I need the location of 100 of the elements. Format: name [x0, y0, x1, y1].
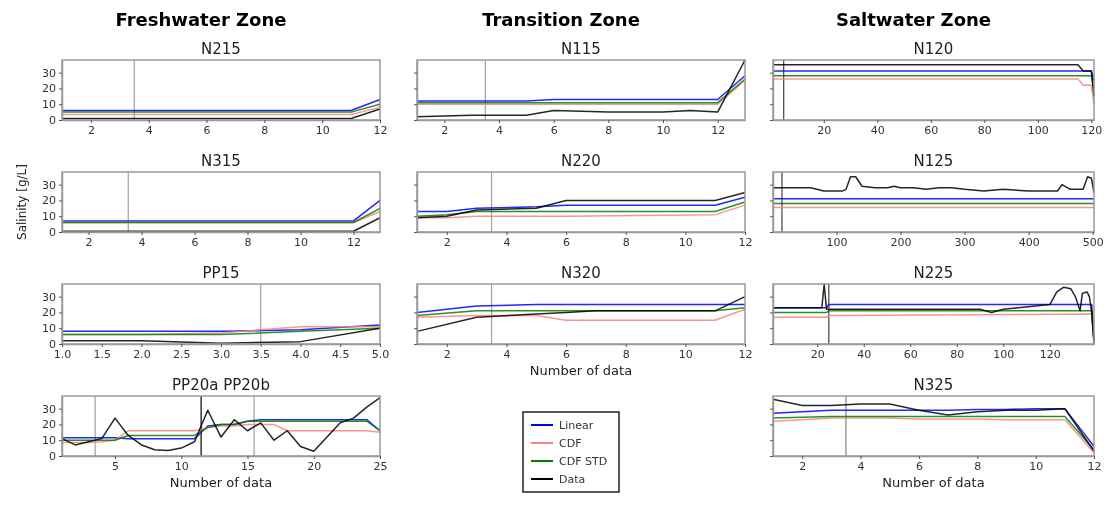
legend-label: CDF STD [559, 455, 608, 468]
x-tick-label: 8 [974, 459, 982, 473]
x-tick-label: 25 [373, 459, 388, 473]
y-tick-label: 20 [42, 306, 56, 320]
y-tick-label: 20 [42, 194, 56, 208]
chart-title: N125 [913, 152, 954, 170]
x-tick-label: 10 [678, 347, 693, 361]
text: Saltwater Zone [835, 9, 992, 30]
x-tick-label: 12 [711, 123, 726, 137]
chart-title: N320 [561, 264, 601, 282]
x-tick-label: 12 [738, 347, 753, 361]
x-tick-label: 3.5 [252, 347, 270, 361]
legend-label: Linear [559, 419, 594, 432]
x-tick-label: 120 [1081, 123, 1103, 137]
x-tick-label: 20 [810, 347, 825, 361]
x-tick-label: 2 [87, 123, 95, 137]
x-tick-label: 6 [563, 347, 571, 361]
y-tick-label: 30 [42, 178, 56, 192]
y-tick-label: 10 [42, 98, 56, 112]
x-tick-label: 10 [294, 235, 308, 249]
x-tick-label: 3.0 [212, 347, 231, 361]
x-tick-label: 6 [191, 235, 199, 249]
x-tick-label: 8 [605, 123, 613, 137]
x-axis-title: Number of data [169, 475, 273, 490]
y-tick-label: 30 [42, 66, 56, 80]
x-tick-label: 120 [1039, 347, 1061, 361]
x-tick-label: 2 [441, 123, 449, 137]
x-tick-label: 12 [1087, 459, 1102, 473]
chart-title: N220 [561, 152, 601, 170]
x-tick-label: 5.0 [371, 347, 390, 361]
x-tick-label: 2 [443, 347, 451, 361]
x-tick-label: 5 [112, 459, 119, 473]
x-tick-label: 8 [622, 347, 630, 361]
y-tick-label: 0 [49, 114, 56, 128]
legend-label: Data [559, 473, 586, 486]
x-tick-label: 10 [315, 123, 330, 137]
x-tick-label: 20 [307, 459, 322, 473]
x-tick-label: 1.0 [53, 347, 72, 361]
x-tick-label: 2 [443, 235, 451, 249]
x-tick-label: 500 [1082, 235, 1104, 249]
chart-title: N120 [913, 40, 954, 58]
y-tick-label: 20 [42, 418, 56, 432]
x-tick-label: 60 [903, 347, 918, 361]
x-tick-label: 2 [799, 459, 807, 473]
x-tick-label: 40 [857, 347, 872, 361]
x-tick-label: 12 [347, 235, 361, 249]
x-tick-label: 100 [826, 235, 848, 249]
x-tick-label: 80 [977, 123, 992, 137]
x-tick-label: 4 [496, 123, 503, 137]
y-tick-label: 10 [42, 322, 56, 336]
x-tick-label: 8 [261, 123, 269, 137]
chart-title: PP20a PP20b [172, 376, 270, 394]
x-tick-label: 4.5 [332, 347, 350, 361]
x-tick-label: 10 [678, 235, 693, 249]
x-tick-label: 4 [503, 347, 511, 361]
x-tick-label: 4 [503, 235, 511, 249]
x-tick-label: 10 [174, 459, 189, 473]
text: Transition Zone [482, 9, 640, 30]
x-tick-label: 12 [373, 123, 388, 137]
x-tick-label: 15 [241, 459, 255, 473]
x-tick-label: 4 [145, 123, 153, 137]
x-tick-label: 8 [244, 235, 252, 249]
x-tick-label: 60 [924, 123, 939, 137]
x-tick-label: 2.0 [133, 347, 151, 361]
x-tick-label: 10 [656, 123, 671, 137]
x-tick-label: 6 [203, 123, 211, 137]
x-tick-label: 300 [954, 235, 976, 249]
x-tick-label: 100 [1027, 123, 1049, 137]
chart-title: N215 [201, 40, 241, 58]
x-tick-label: 12 [738, 235, 753, 249]
legend-label: CDF [559, 437, 582, 450]
x-tick-label: 40 [870, 123, 885, 137]
x-tick-label: 100 [993, 347, 1015, 361]
x-tick-label: 2.5 [173, 347, 191, 361]
x-tick-label: 80 [950, 347, 965, 361]
chart-title: PP15 [202, 264, 240, 282]
y-tick-label: 30 [42, 402, 56, 416]
x-tick-label: 200 [890, 235, 912, 249]
x-tick-label: 8 [622, 235, 630, 249]
x-tick-label: 20 [817, 123, 832, 137]
y-tick-label: 0 [49, 450, 56, 464]
x-tick-label: 2 [85, 235, 93, 249]
x-tick-label: 4.0 [292, 347, 310, 361]
y-tick-label: 0 [49, 338, 56, 352]
x-tick-label: 6 [550, 123, 558, 137]
chart-title: N225 [913, 264, 954, 282]
y-tick-label: 20 [42, 82, 56, 96]
chart-title: N315 [201, 152, 241, 170]
x-tick-label: 4 [138, 235, 146, 249]
x-tick-label: 6 [563, 235, 571, 249]
y-tick-label: 10 [42, 434, 56, 448]
y-tick-label: 0 [49, 226, 56, 240]
x-tick-label: 1.5 [93, 347, 111, 361]
x-tick-label: 4 [857, 459, 865, 473]
x-tick-label: 400 [1018, 235, 1040, 249]
chart-title: N115 [561, 40, 601, 58]
y-tick-label: 10 [42, 210, 56, 224]
x-tick-label: 6 [915, 459, 923, 473]
chart-title: N325 [913, 376, 954, 394]
text: Freshwater Zone [115, 9, 287, 30]
